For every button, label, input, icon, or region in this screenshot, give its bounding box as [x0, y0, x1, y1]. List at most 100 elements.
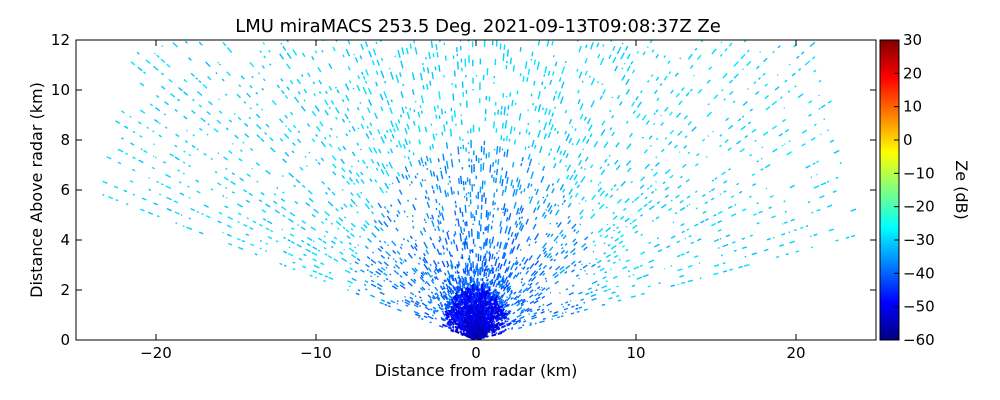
- ze-dash: [429, 236, 433, 241]
- ze-dash: [625, 259, 630, 263]
- ze-dash: [739, 148, 745, 153]
- ze-dash: [520, 224, 525, 232]
- ze-dash: [553, 258, 556, 262]
- ze-dash: [598, 181, 602, 185]
- ze-dash: [182, 161, 186, 164]
- ze-dash: [687, 151, 691, 155]
- ze-dash: [329, 0, 332, 2]
- ze-dash: [333, 236, 338, 240]
- ze-dash: [379, 186, 384, 194]
- ze-dash: [734, 40, 736, 41]
- ze-dash: [731, 0, 733, 3]
- ze-dash: [740, 125, 747, 131]
- ze-dash: [306, 236, 313, 241]
- ze-dash: [812, 162, 816, 165]
- ze-dash: [564, 130, 568, 135]
- ze-dash: [223, 156, 229, 161]
- ze-dash: [359, 148, 362, 151]
- ze-dash: [461, 285, 464, 289]
- ze-dash: [678, 100, 683, 106]
- ze-dash: [174, 211, 180, 215]
- ze-dash: [501, 167, 504, 171]
- ze-dash: [514, 266, 518, 271]
- ze-dash: [312, 270, 318, 274]
- ze-dash: [484, 253, 487, 259]
- ze-dash: [518, 211, 521, 215]
- ze-dash: [351, 254, 357, 259]
- ze-dash: [783, 200, 786, 203]
- ze-dash: [484, 258, 487, 266]
- ze-dash: [755, 65, 760, 70]
- colorbar-tick-label: −30: [903, 231, 935, 249]
- ze-dash: [281, 206, 287, 211]
- x-axis-ticks: −20 −10 0 10 20: [140, 40, 806, 362]
- ze-dash: [495, 283, 498, 288]
- ze-dash: [429, 308, 433, 311]
- ze-dash: [556, 130, 560, 134]
- ze-dash: [283, 236, 286, 240]
- ze-dash: [788, 140, 791, 143]
- ze-dash: [664, 137, 668, 140]
- ze-dash: [364, 245, 369, 250]
- ze-dash: [402, 271, 408, 277]
- ze-dash: [818, 79, 822, 83]
- ze-dash: [622, 207, 627, 212]
- ze-dash: [516, 294, 522, 299]
- ze-dash: [533, 271, 539, 277]
- ze-dash: [531, 316, 538, 320]
- ze-dash: [607, 163, 610, 167]
- ze-dash: [497, 291, 500, 295]
- ze-dash: [530, 183, 533, 187]
- ze-dash: [518, 263, 522, 267]
- ze-dash: [256, 124, 262, 130]
- ze-dash: [835, 176, 839, 179]
- ze-dash: [604, 193, 609, 197]
- ze-dash: [517, 8, 518, 15]
- ze-dash: [602, 276, 607, 280]
- ze-dash: [721, 171, 726, 176]
- ze-dash: [557, 91, 562, 100]
- ze-dash: [580, 176, 586, 183]
- ze-dash: [457, 264, 460, 268]
- ze-dash: [464, 270, 466, 275]
- ze-dash: [392, 258, 395, 261]
- ze-dash: [605, 280, 608, 283]
- ze-dash: [515, 272, 520, 278]
- ze-dash: [102, 193, 105, 196]
- ze-dash: [217, 220, 222, 224]
- ze-dash: [430, 291, 434, 294]
- ze-dash: [439, 285, 444, 291]
- ze-dash: [184, 40, 188, 44]
- ze-dash: [165, 173, 172, 178]
- ze-dash: [758, 210, 763, 214]
- ze-dash: [554, 106, 557, 109]
- ze-dash: [292, 261, 296, 264]
- ze-dash: [434, 309, 438, 313]
- ze-dash: [581, 14, 582, 16]
- ze-dash: [525, 218, 529, 225]
- ze-dash: [506, 266, 510, 272]
- ze-dash: [707, 103, 710, 106]
- ze-dash: [485, 237, 488, 246]
- ze-dash: [694, 47, 698, 51]
- ze-dash: [129, 180, 134, 183]
- ze-dash: [301, 265, 307, 269]
- ze-dash: [414, 295, 417, 298]
- ze-dash: [461, 276, 464, 280]
- ze-dash: [317, 66, 322, 73]
- ze-dash: [375, 81, 379, 87]
- ze-dash: [521, 256, 526, 262]
- ze-dash: [459, 207, 462, 213]
- ze-dash: [447, 293, 452, 299]
- ze-dash: [202, 83, 208, 89]
- ze-dash: [704, 218, 709, 222]
- ze-dash: [573, 174, 578, 181]
- ze-dash: [816, 160, 820, 163]
- ze-dash: [679, 274, 685, 278]
- ze-dash: [608, 297, 613, 300]
- ze-dash: [376, 161, 381, 167]
- ze-dash: [593, 141, 599, 148]
- ze-dash: [553, 273, 559, 279]
- ze-dash: [531, 139, 535, 148]
- ze-dash: [132, 130, 136, 134]
